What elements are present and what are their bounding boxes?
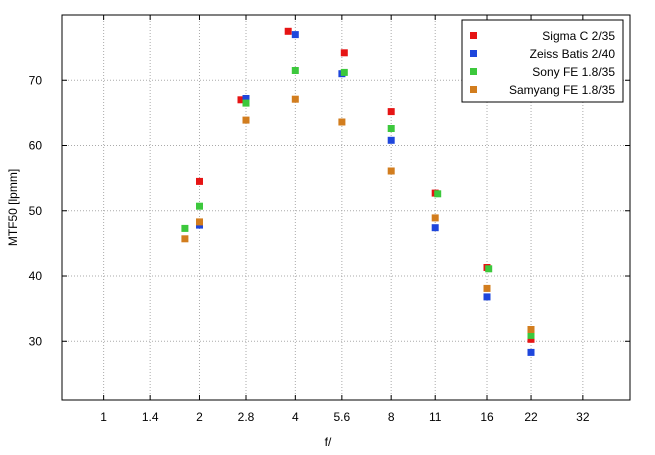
data-point [485,265,493,273]
data-point [431,214,439,222]
data-point [338,118,346,126]
x-axis-label: f/ [325,435,332,449]
legend-label: Samyang FE 1.8/35 [509,83,615,97]
data-point [527,348,535,356]
data-point [434,190,442,198]
legend-label: Sigma C 2/35 [542,29,615,43]
data-point [483,293,491,301]
x-tick-label: 4 [292,410,299,424]
y-axis-label: MTF50 [lpmm] [6,169,20,246]
y-tick-label: 60 [29,139,43,153]
series-3 [181,95,535,333]
legend-box [461,19,624,103]
x-tick-label: 11 [429,410,442,424]
data-point [340,68,348,76]
data-point [387,167,395,175]
x-tick-label: 8 [388,410,395,424]
data-point [527,335,535,343]
series-2 [181,67,535,339]
axis-ticks [62,15,630,400]
x-tick-label: 1 [100,410,107,424]
data-point [387,125,395,132]
data-point [181,224,189,232]
data-point [196,177,203,185]
data-point [340,49,348,57]
data-point [291,31,299,39]
x-tick-label: 22 [524,410,538,424]
x-tick-label: 32 [576,410,590,424]
legend-label: Sony FE 1.8/35 [532,65,615,79]
x-axis-tick-labels: 1 1.4 2 2.8 4 5.6 8 11 16 22 32 [100,410,590,424]
data-point [237,96,245,104]
data-point [291,67,299,74]
y-tick-label: 30 [29,334,43,348]
x-tick-label: 2 [196,410,203,424]
legend-label: Zeiss Batis 2/40 [530,47,616,61]
x-tick-label: 5.6 [334,410,351,424]
y-tick-label: 40 [29,269,43,283]
data-point [387,108,395,116]
y-tick-label: 50 [29,204,43,218]
legend-marker [470,50,477,57]
data-point [483,284,491,292]
data-point [387,136,395,144]
x-tick-label: 16 [480,410,494,424]
data-point [242,95,250,102]
data-point [291,95,299,103]
data-point [284,27,292,35]
x-tick-label: 1.4 [142,410,159,424]
legend-marker [470,86,477,93]
legend: Sigma C 2/35 Zeiss Batis 2/40 Sony FE 1.8/… [461,19,624,103]
data-point [527,326,535,333]
legend-marker [470,68,477,75]
data-point [242,99,250,107]
y-axis-tick-labels: 30 40 50 60 70 [29,73,43,348]
legend-marker [470,32,477,39]
data-points [181,27,535,356]
data-point [242,116,250,124]
data-point [196,218,203,226]
data-point [431,224,439,232]
y-tick-label: 70 [29,73,43,87]
data-point [181,235,189,243]
data-point [196,202,203,210]
x-tick-label: 2.8 [238,410,255,424]
plot-frame [61,14,631,401]
data-point [527,331,535,339]
